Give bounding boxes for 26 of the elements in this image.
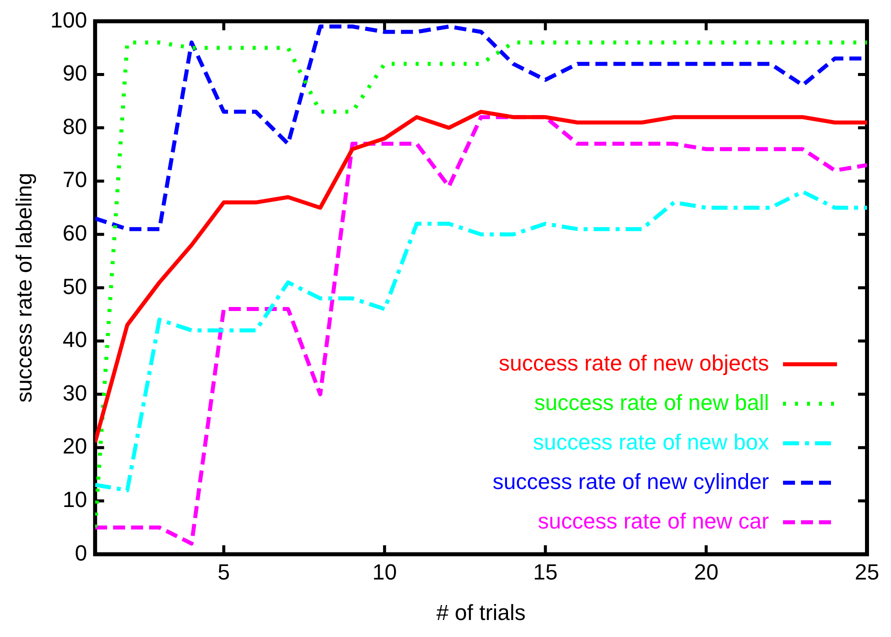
x-tick-label: 5 (218, 559, 230, 584)
y-tick-label: 30 (62, 380, 88, 406)
y-tick-label: 10 (62, 486, 88, 512)
y-tick-label: 20 (62, 434, 88, 459)
y-tick-label: 80 (62, 114, 88, 139)
y-tick-label: 40 (62, 327, 88, 352)
y-tick-label: 90 (62, 60, 88, 86)
x-tick-label: 15 (533, 559, 558, 584)
line-series (95, 40, 867, 530)
y-tick-label: 100 (50, 7, 88, 32)
y-tick-label: 60 (62, 220, 88, 246)
x-tick-label: 20 (694, 559, 718, 584)
y-tick-label: 0 (74, 540, 88, 566)
legend-label: success rate of new ball (534, 390, 769, 415)
y-tick-label: 50 (62, 274, 88, 299)
legend-label: success rate of new cylinder (492, 468, 769, 494)
legend-label: success rate of new objects (498, 350, 769, 376)
line-series (95, 190, 867, 492)
line-series (95, 115, 867, 546)
y-tick-label: 70 (62, 167, 88, 192)
x-axis-title: # of trials (436, 600, 526, 625)
y-axis-title: success rate of labeling (11, 172, 36, 403)
x-tick-label: 25 (854, 559, 880, 584)
legend-label: success rate of new box (532, 429, 769, 454)
legend-label: success rate of new car (538, 508, 769, 534)
x-tick-label: 10 (372, 559, 397, 584)
